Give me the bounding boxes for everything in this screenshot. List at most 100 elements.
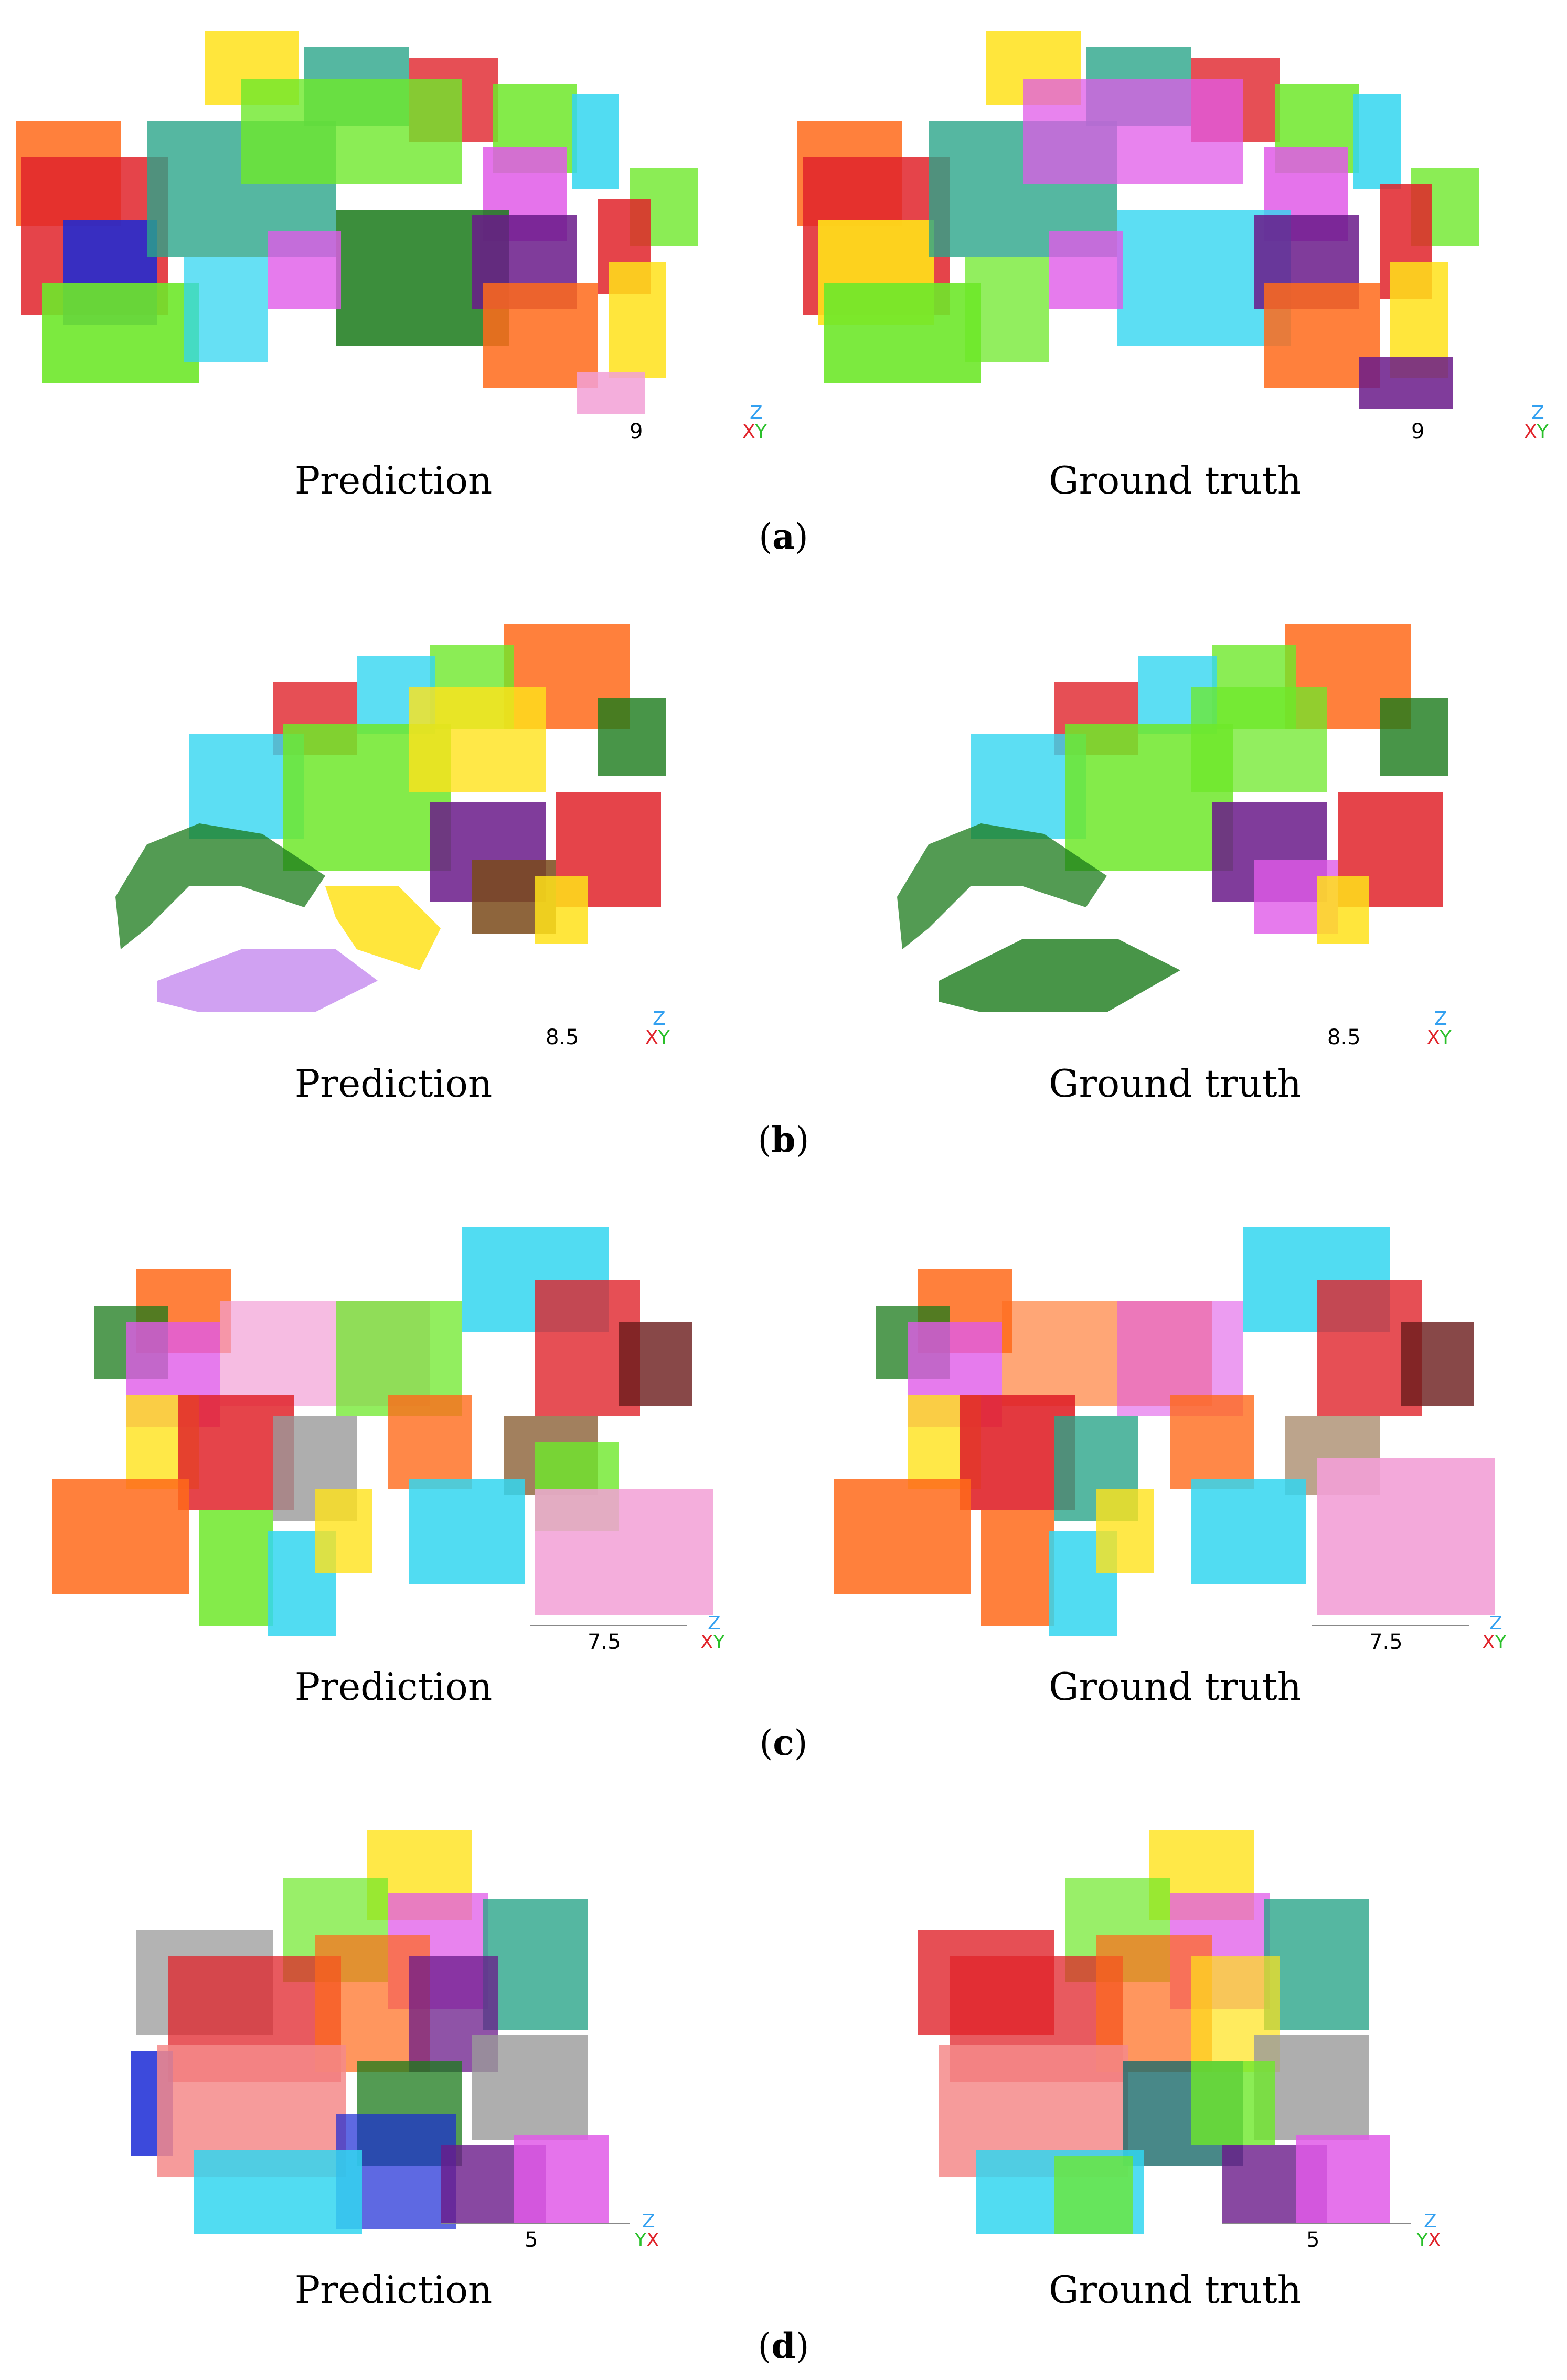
segment: [199, 1510, 273, 1626]
axis-indicator-prediction-d: Z YX: [635, 2212, 659, 2250]
segment: [609, 262, 666, 378]
scale-bar-ground-truth-c: [1312, 1625, 1469, 1626]
scale-value-prediction-d: 5: [525, 2228, 538, 2252]
segment: [483, 1899, 588, 2030]
scale-value-ground-truth-b: 8.5: [1327, 1025, 1361, 1049]
segment: [241, 79, 462, 184]
segment: [577, 372, 645, 414]
scale-value-prediction-c: 7.5: [588, 1630, 621, 1654]
segment: [897, 823, 1107, 949]
scale-bar-ground-truth-d: [1222, 2223, 1411, 2224]
prediction-view-b: [105, 614, 682, 1033]
segment: [535, 876, 588, 944]
axis-y-label: X: [646, 2229, 659, 2251]
prediction-view-c: [42, 1217, 745, 1636]
axis-y-label: Y: [658, 1027, 670, 1048]
caption-ground-truth-d: Ground truth: [1048, 2268, 1302, 2312]
caption-prediction-a: Prediction: [294, 458, 493, 502]
axis-indicator-prediction-b: Z XY: [645, 1010, 670, 1047]
segment: [409, 687, 546, 792]
axis-x-label: X: [700, 1632, 713, 1653]
segment: [483, 283, 598, 388]
ground-truth-view-c: [824, 1217, 1527, 1636]
segment: [194, 2150, 362, 2234]
segment: [1380, 698, 1448, 776]
point-cloud-prediction-b: [115, 624, 666, 1012]
axis-y-label: Y: [1495, 1632, 1507, 1653]
scale-value-ground-truth-d: 5: [1306, 2228, 1320, 2252]
segment: [1359, 357, 1453, 409]
segment: [409, 1479, 525, 1584]
caption-prediction-b: Prediction: [294, 1062, 493, 1106]
segment: [535, 1489, 713, 1615]
segment: [965, 257, 1049, 362]
point-cloud-prediction-a: [16, 31, 698, 414]
segment: [514, 2135, 609, 2224]
segment: [1264, 1899, 1369, 2030]
caption-ground-truth-a: Ground truth: [1048, 458, 1302, 502]
panel-a: 9 9 Z XY Z XY Prediction Ground truth (a…: [0, 0, 1567, 577]
panel-label-c: (c): [759, 1722, 808, 1763]
axis-y-label: Y: [713, 1632, 725, 1653]
scale-bar-prediction-c: [530, 1625, 687, 1626]
segment: [1191, 1479, 1306, 1584]
segment: [572, 94, 619, 189]
axis-indicator-ground-truth-c: Z XY: [1482, 1614, 1507, 1652]
segment: [598, 698, 666, 776]
segment: [268, 231, 341, 309]
segment: [472, 2035, 588, 2140]
segment: [115, 823, 325, 949]
axis-x-label: X: [742, 421, 755, 443]
caption-ground-truth-c: Ground truth: [1048, 1665, 1302, 1709]
axis-z-label: Z: [1434, 1008, 1447, 1030]
axis-x-label: X: [645, 1027, 658, 1048]
point-cloud-ground-truth-b: [897, 624, 1448, 1012]
segment: [1296, 2135, 1390, 2224]
segment: [1054, 2156, 1133, 2234]
segment: [1317, 876, 1369, 944]
axis-z-label: Z: [708, 1613, 721, 1634]
axis-y-label: X: [1428, 2229, 1441, 2251]
caption-prediction-c: Prediction: [294, 1665, 493, 1709]
scale-value-prediction-a: 9: [630, 420, 643, 444]
point-cloud-ground-truth-a: [797, 31, 1479, 409]
axis-y-label: Y: [1440, 1027, 1452, 1048]
caption-prediction-d: Prediction: [294, 2268, 493, 2312]
segment: [1023, 79, 1243, 184]
segment: [939, 939, 1180, 1012]
panel-label-b: (b): [758, 1119, 809, 1160]
scale-value-prediction-b: 8.5: [546, 1025, 579, 1049]
scale-value-ground-truth-a: 9: [1411, 420, 1425, 444]
segment: [184, 257, 268, 362]
panel-c: 7.5 7.5 Z XY Z XY Prediction Ground trut…: [0, 1206, 1567, 1783]
segment: [824, 283, 981, 383]
segment: [1317, 1458, 1495, 1615]
segment: [981, 1510, 1054, 1626]
axis-indicator-ground-truth-a: Z XY: [1524, 404, 1549, 442]
prediction-view-a: [10, 10, 755, 430]
panel-label-a: (a): [759, 516, 808, 557]
segment: [315, 1489, 372, 1573]
axis-x-label: X: [1427, 1027, 1440, 1048]
axis-x-label: Y: [1416, 2229, 1428, 2251]
ground-truth-view-a: [792, 10, 1537, 430]
axis-y-label: Y: [1537, 421, 1549, 443]
scale-value-ground-truth-c: 7.5: [1369, 1630, 1403, 1654]
panel-b: 8.5 8.5 Z XY Z XY Prediction Ground trut…: [0, 603, 1567, 1180]
point-cloud-prediction-c: [52, 1227, 713, 1636]
segment: [1191, 2061, 1275, 2145]
axis-indicator-prediction-c: Z XY: [700, 1614, 725, 1652]
panel-d: 5 5 Z YX Z YX Prediction Ground truth (d…: [0, 1809, 1567, 2380]
prediction-view-d: [115, 1820, 692, 2239]
axis-z-label: Z: [1424, 2211, 1437, 2232]
segment: [1191, 687, 1327, 792]
axis-indicator-prediction-a: Z XY: [742, 404, 767, 442]
axis-x-label: Y: [635, 2229, 646, 2251]
ground-truth-view-d: [897, 1820, 1474, 2239]
axis-z-label: Z: [642, 2211, 655, 2232]
point-cloud-prediction-d: [131, 1830, 609, 2234]
scale-bar-prediction-d: [441, 2223, 630, 2224]
segment: [1096, 1489, 1154, 1573]
segment: [52, 1479, 189, 1594]
panel-label-d: (d): [758, 2325, 809, 2366]
